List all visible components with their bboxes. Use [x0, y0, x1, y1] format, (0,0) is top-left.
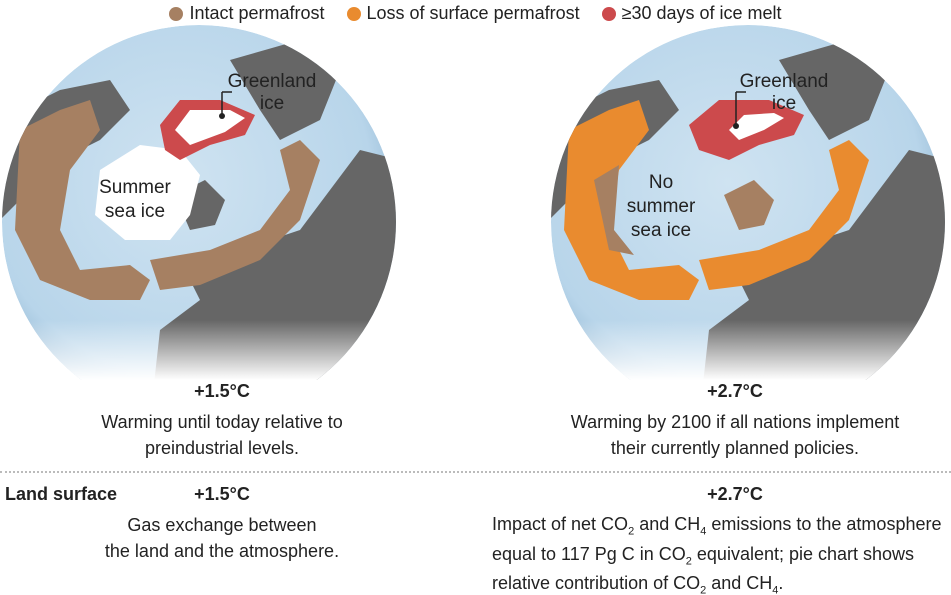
caption-line: Impact of net CO2 and CH4 emissions to t…: [492, 513, 951, 543]
caption-line: Warming by 2100 if all nations implement: [570, 412, 900, 432]
caption: Impact of net CO2 and CH4 emissions to t…: [492, 513, 951, 595]
caption-line: relative contribution of CO2 and CH4.: [492, 572, 951, 595]
caption-text: and CH: [706, 573, 773, 594]
legend-item: Loss of surface permafrost: [346, 3, 580, 24]
legend: Intact permafrost Loss of surface permafr…: [0, 3, 951, 24]
subscript: 2: [700, 584, 707, 595]
subscript: 4: [772, 584, 779, 595]
greenland-label: Greenland: [228, 71, 317, 92]
caption-text: and CH: [634, 514, 701, 534]
sea-ice-label: summer: [627, 196, 696, 217]
legend-label: Intact permafrost: [189, 3, 325, 23]
caption-text: emissions to the atmosphere: [706, 514, 942, 534]
section-label: Land surface: [5, 484, 118, 504]
legend-swatch: [601, 6, 616, 21]
caption-line: their currently planned policies.: [610, 438, 860, 458]
subscript: 2: [685, 555, 692, 568]
legend-item: Intact permafrost: [169, 3, 325, 24]
warming-label: +1.5°C: [194, 381, 250, 401]
sea-ice-label: sea ice: [105, 201, 165, 222]
warming-label: +2.7°C: [707, 381, 763, 401]
subscript: 2: [628, 525, 635, 538]
caption-text: equivalent; pie chart shows: [691, 543, 915, 564]
legend-item: ≥30 days of ice melt: [601, 3, 782, 24]
warming-label: +1.5°C: [194, 484, 250, 504]
sea-ice-label: No: [649, 172, 673, 193]
sea-ice-label: sea ice: [631, 220, 691, 241]
legend-swatch: [169, 6, 184, 21]
greenland-label: ice: [772, 93, 796, 114]
legend-label: Loss of surface permafrost: [366, 3, 580, 23]
sea-ice-label: Summer: [99, 177, 171, 198]
caption-line: equal to 117 Pg C in CO2 equivalent; pie…: [492, 543, 951, 573]
caption: Gas exchange between the land and the atm…: [22, 512, 422, 564]
caption-text: equal to 117 Pg C in CO: [492, 543, 686, 564]
divider: [0, 471, 951, 473]
subscript: 4: [700, 525, 707, 538]
caption-line: the land and the atmosphere.: [104, 541, 340, 561]
greenland-label: ice: [260, 93, 284, 114]
warming-label: +2.7°C: [707, 484, 763, 504]
caption-line: Warming until today relative to: [101, 412, 343, 432]
caption-line: preindustrial levels.: [144, 438, 300, 458]
caption: Warming by 2100 if all nations implement…: [535, 409, 935, 461]
caption-text: relative contribution of CO: [492, 573, 701, 594]
caption-text: .: [778, 573, 784, 594]
caption-line: Gas exchange between: [127, 515, 317, 535]
caption: Warming until today relative to preindust…: [22, 409, 422, 461]
caption-text: Impact of net CO: [492, 514, 629, 534]
legend-swatch: [346, 6, 361, 21]
greenland-label: Greenland: [740, 71, 829, 92]
legend-label: ≥30 days of ice melt: [621, 3, 782, 23]
